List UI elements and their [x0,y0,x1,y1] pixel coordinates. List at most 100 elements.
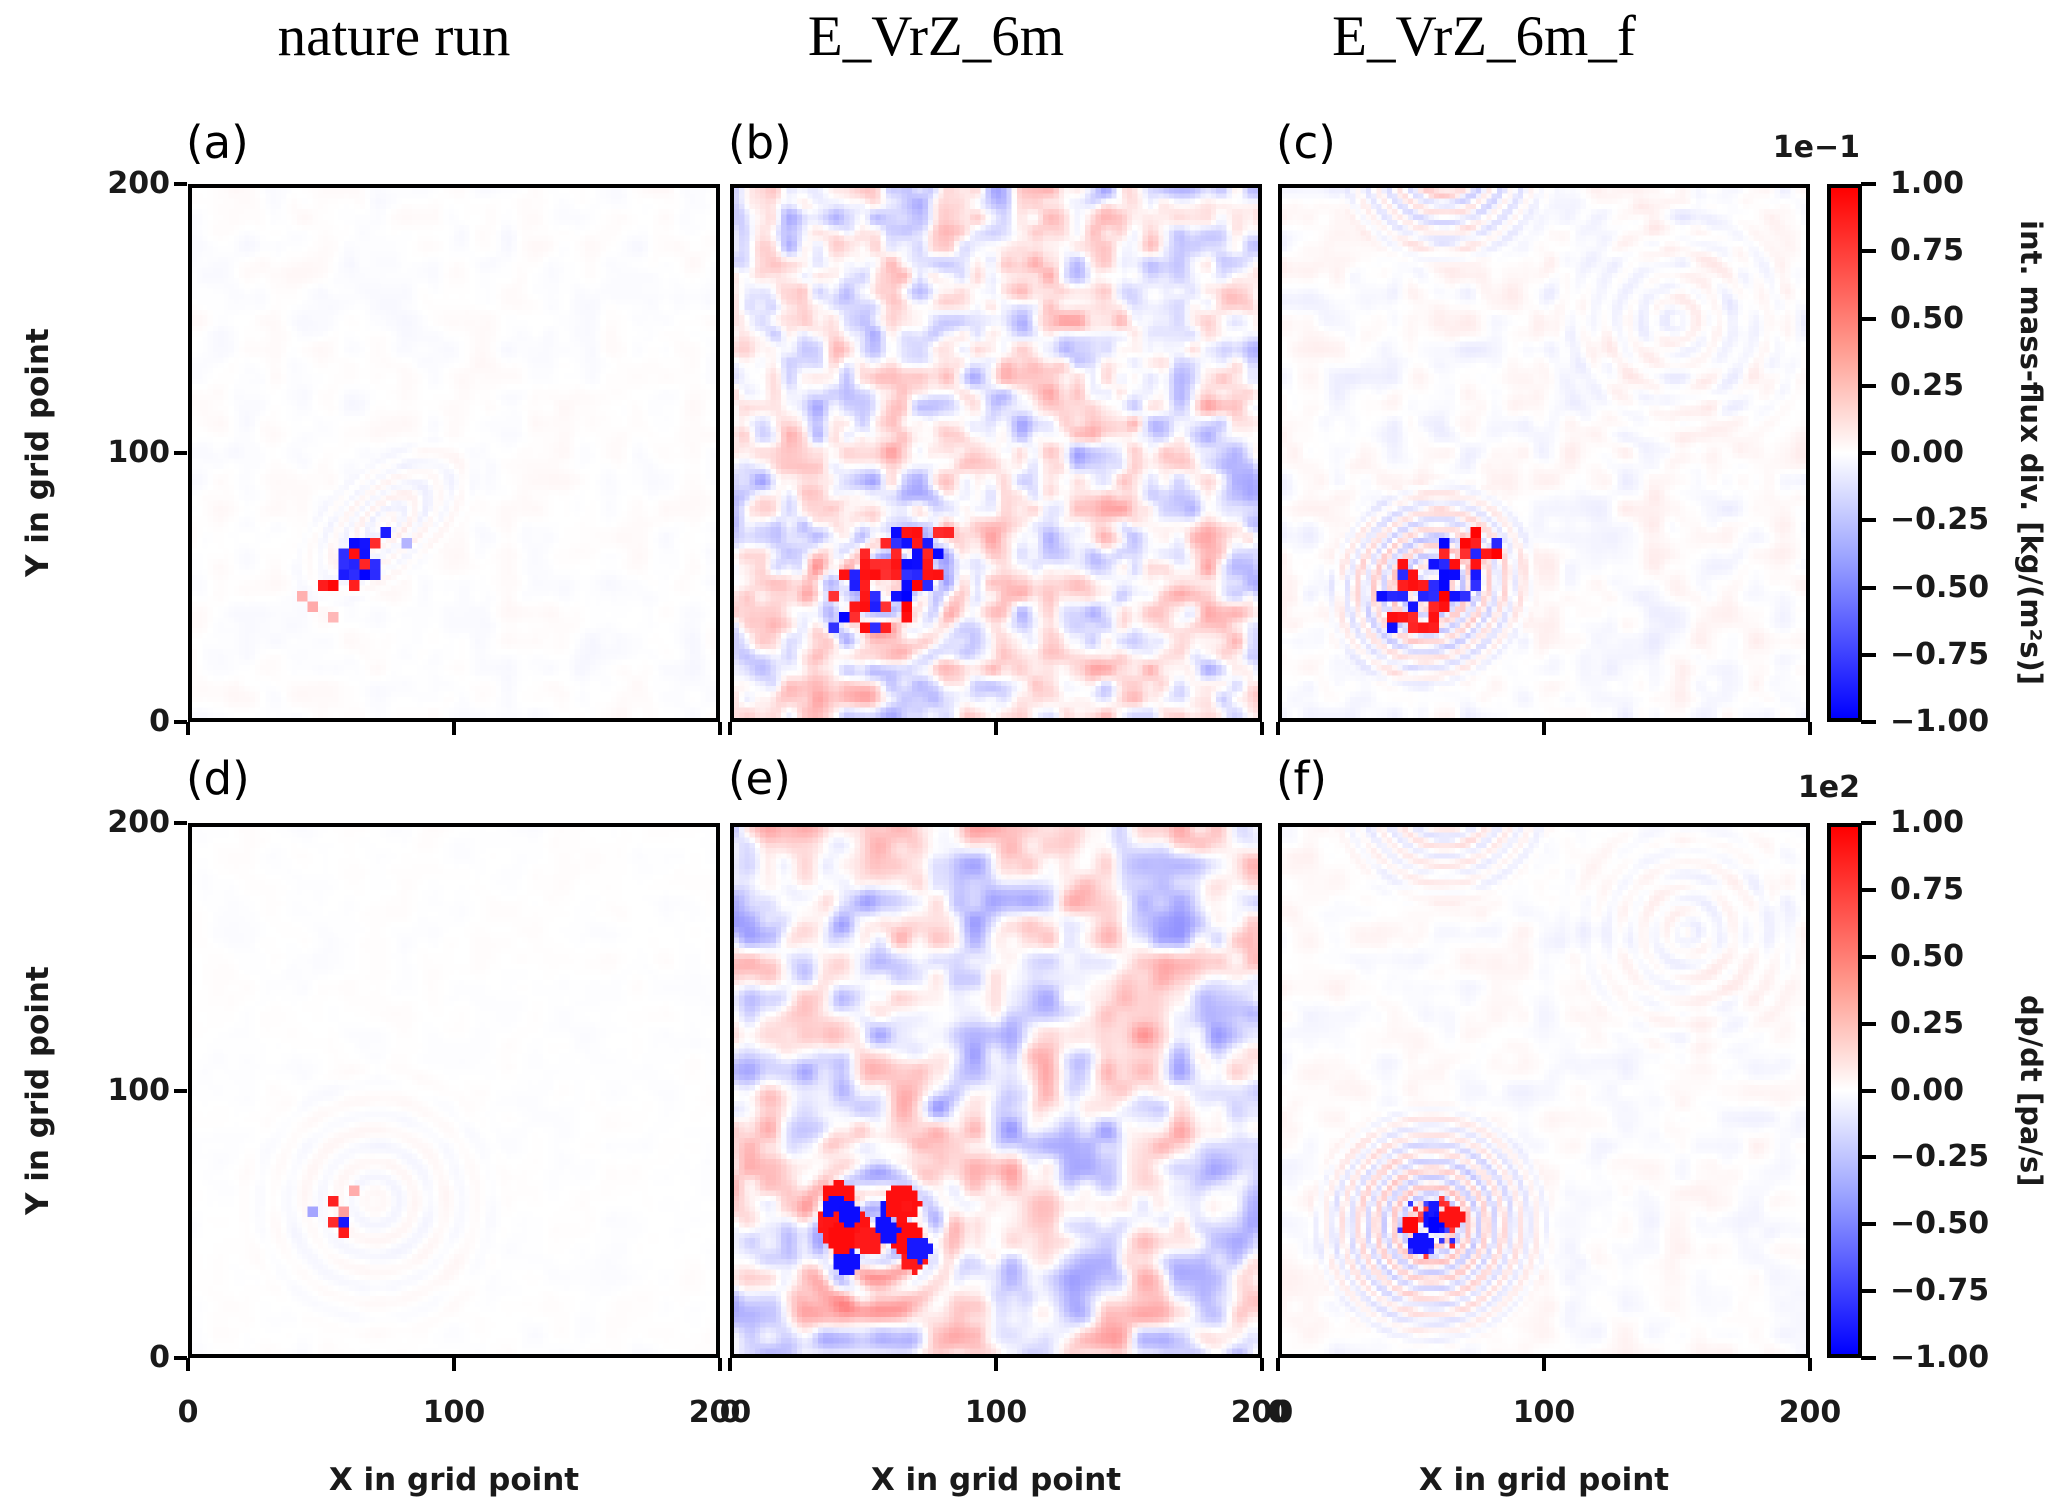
panel-b-heatmap [730,184,1262,722]
colorbar-tick-label: −0.75 [1890,1273,1990,1309]
colorbar-tick-mark [1861,585,1876,590]
x-tick-label: 100 [964,1395,1028,1430]
panel-label-a: (a) [186,116,249,169]
y-tick-label: 0 [149,1340,170,1375]
x-tick-mark [186,1358,190,1371]
colorbar-top [1827,184,1862,722]
colorbar-tick-mark [1861,954,1876,959]
y-tick-label: 200 [107,805,170,840]
colorbar-tick-label: −0.50 [1890,1206,1990,1242]
y-tick-label: 0 [149,704,170,739]
colorbar-tick-label: 1.00 [1890,805,1965,840]
x-tick-mark [994,1358,998,1371]
y-tick-mark [174,821,187,825]
y-axis-label-row2: Y in grid point [20,966,56,1215]
x-tick-label: 0 [719,1395,741,1430]
heatmap-canvas-f [1282,827,1806,1354]
colorbar-tick-mark [1861,182,1876,186]
colorbar-tick-mark [1861,720,1876,724]
colorbar-tick-mark [1861,1021,1876,1026]
x-tick-mark [452,1358,456,1371]
heatmap-canvas-b [734,188,1258,718]
colorbar-tick-mark [1861,451,1876,455]
colorbar-tick-mark [1861,821,1876,825]
x-tick-mark [1542,722,1546,735]
x-tick-mark [452,722,456,735]
colorbar-top-exponent: 1e−1 [1772,130,1860,165]
x-tick-mark [1808,722,1812,735]
colorbar-tick-label: 0.25 [1890,367,1965,403]
colorbar-tick-label: −0.25 [1890,502,1990,538]
colorbar-tick-label: 0.75 [1890,233,1965,269]
y-tick-mark [174,451,187,455]
colorbar-bottom [1827,823,1862,1358]
colorbar-tick-label: −0.25 [1890,1139,1990,1175]
colorbar-tick-label: 0.50 [1890,300,1965,336]
colorbar-tick-mark [1861,316,1876,321]
colorbar-tick-label: 1.00 [1890,166,1965,201]
colorbar-tick-label: 0.25 [1890,1005,1965,1041]
x-tick-mark [1260,1358,1264,1371]
panel-d-heatmap [188,823,720,1358]
x-tick-label: 200 [1230,1395,1294,1430]
x-tick-mark [1276,1358,1280,1371]
x-tick-mark [1808,1358,1812,1371]
column-title-nature-run: nature run [277,5,511,68]
y-tick-mark [174,1356,187,1360]
y-tick-label: 100 [107,1072,170,1108]
colorbar-tick-mark [1861,1155,1876,1160]
y-tick-mark [174,1088,187,1093]
colorbar-tick-mark [1861,1356,1876,1360]
x-tick-label: 0 [1267,1395,1289,1430]
panel-a-heatmap [188,184,720,722]
x-tick-mark [718,722,722,735]
panel-label-d: (d) [186,752,250,805]
panel-label-b: (b) [728,116,792,169]
y-tick-label: 100 [107,435,170,470]
x-tick-label: 200 [1778,1395,1842,1430]
colorbar-tick-label: −0.75 [1890,636,1990,672]
colorbar-tick-label: 0.50 [1890,938,1965,974]
panel-label-f: (f) [1276,752,1327,805]
colorbar-tick-mark [1861,1289,1876,1294]
x-tick-mark [1276,722,1280,735]
colorbar-tick-mark [1861,249,1876,254]
colorbar-tick-mark [1861,518,1876,523]
x-tick-mark [718,1358,722,1371]
x-axis-label-col2: X in grid point [870,1462,1122,1498]
colorbar-tick-label: 0.00 [1890,1072,1965,1108]
heatmap-canvas-a [192,188,716,718]
y-tick-label: 200 [107,166,170,201]
x-tick-mark [728,722,732,735]
colorbar-tick-label: −0.50 [1890,569,1990,605]
x-tick-label: 100 [422,1395,486,1430]
x-tick-mark [994,722,998,735]
colorbar-top-label: int. mass-flux div. [kg/(m²s)] [2014,220,2048,686]
y-tick-mark [174,720,187,724]
colorbar-tick-label: 0.75 [1890,871,1965,907]
column-title-e-vrz-6m: E_VrZ_6m [807,5,1065,68]
panel-label-c: (c) [1276,116,1336,169]
x-tick-mark [1542,1358,1546,1371]
colorbar-tick-label: −1.00 [1890,1340,1990,1375]
heatmap-canvas-e [734,827,1258,1354]
heatmap-canvas-c [1282,188,1806,718]
x-axis-label-col1: X in grid point [328,1462,580,1498]
heatmap-canvas-d [192,827,716,1354]
colorbar-tick-mark [1861,1088,1876,1093]
x-tick-label: 0 [177,1395,199,1430]
colorbar-bottom-exponent: 1e2 [1797,770,1860,805]
x-tick-label: 100 [1512,1395,1576,1430]
panel-e-heatmap [730,823,1262,1358]
x-tick-mark [728,1358,732,1371]
panel-f-heatmap [1278,823,1810,1358]
colorbar-bottom-label: dp/dt [pa/s] [2014,994,2048,1187]
y-axis-label-row1: Y in grid point [20,328,56,578]
colorbar-tick-mark [1861,1222,1876,1227]
colorbar-tick-mark [1861,887,1876,892]
panel-c-heatmap [1278,184,1810,722]
y-tick-mark [174,182,187,186]
colorbar-tick-mark [1861,383,1876,388]
x-axis-label-col3: X in grid point [1418,1462,1670,1498]
